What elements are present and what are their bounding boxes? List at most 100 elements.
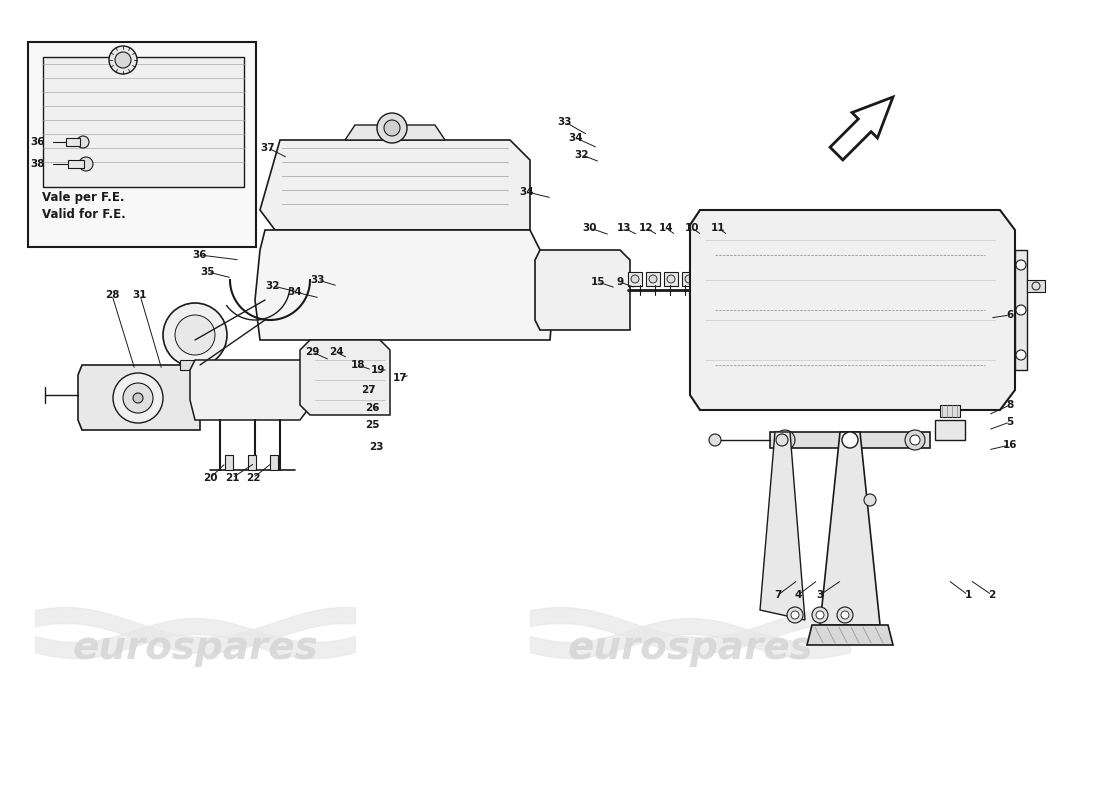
Text: 10: 10 <box>684 223 700 233</box>
Circle shape <box>1016 350 1026 360</box>
Circle shape <box>667 275 675 283</box>
Text: 34: 34 <box>569 133 583 143</box>
Circle shape <box>79 157 94 171</box>
Circle shape <box>910 435 920 445</box>
Bar <box>935 420 965 440</box>
Circle shape <box>113 373 163 423</box>
Circle shape <box>837 607 852 623</box>
Bar <box>270 455 278 470</box>
Circle shape <box>123 383 153 413</box>
Text: 14: 14 <box>659 223 673 233</box>
Polygon shape <box>255 230 556 340</box>
Text: 17: 17 <box>393 373 407 383</box>
Circle shape <box>163 303 227 367</box>
Text: 1: 1 <box>965 590 971 600</box>
Circle shape <box>791 611 799 619</box>
Bar <box>1015 250 1027 370</box>
Text: 37: 37 <box>261 143 275 153</box>
Text: 4: 4 <box>794 590 802 600</box>
Bar <box>940 405 960 417</box>
Text: 19: 19 <box>371 365 385 375</box>
Text: 13: 13 <box>617 223 631 233</box>
Circle shape <box>842 611 849 619</box>
Text: 29: 29 <box>305 347 319 357</box>
Text: 5: 5 <box>1006 417 1013 427</box>
Circle shape <box>812 607 828 623</box>
Text: 31: 31 <box>133 290 147 300</box>
Bar <box>770 432 930 448</box>
Bar <box>68 160 84 168</box>
Text: 38: 38 <box>31 159 45 169</box>
Circle shape <box>133 393 143 403</box>
Text: 3: 3 <box>816 590 824 600</box>
Circle shape <box>710 434 720 446</box>
Circle shape <box>377 113 407 143</box>
Circle shape <box>776 430 795 450</box>
Text: 27: 27 <box>361 385 375 395</box>
Polygon shape <box>807 625 893 645</box>
Text: 8: 8 <box>1006 400 1013 410</box>
Text: 15: 15 <box>591 277 605 287</box>
Text: Valid for F.E.: Valid for F.E. <box>42 209 125 222</box>
Circle shape <box>109 46 138 74</box>
Text: 33: 33 <box>558 117 572 127</box>
Circle shape <box>864 494 876 506</box>
Circle shape <box>1016 305 1026 315</box>
Text: 36: 36 <box>31 137 45 147</box>
Polygon shape <box>535 250 630 330</box>
Text: eurospares: eurospares <box>568 629 813 667</box>
Circle shape <box>631 275 639 283</box>
Text: 35: 35 <box>200 267 216 277</box>
Text: 34: 34 <box>519 187 535 197</box>
Text: 32: 32 <box>266 281 280 291</box>
Text: 12: 12 <box>639 223 653 233</box>
Circle shape <box>776 434 788 446</box>
Bar <box>1027 280 1045 292</box>
Text: 30: 30 <box>583 223 597 233</box>
Bar <box>700 272 714 286</box>
Polygon shape <box>300 340 390 415</box>
Bar <box>66 138 80 146</box>
Circle shape <box>384 120 400 136</box>
Text: 26: 26 <box>365 403 380 413</box>
Bar <box>28 42 256 247</box>
Text: eurospares: eurospares <box>73 629 318 667</box>
Bar <box>248 455 256 470</box>
Circle shape <box>703 275 711 283</box>
Polygon shape <box>690 210 1015 410</box>
Circle shape <box>175 315 214 355</box>
Circle shape <box>77 136 89 148</box>
Text: 9: 9 <box>616 277 624 287</box>
Circle shape <box>842 432 858 448</box>
Text: 33: 33 <box>310 275 326 285</box>
Circle shape <box>1016 260 1026 270</box>
Polygon shape <box>345 125 446 140</box>
Bar <box>628 272 642 286</box>
Text: 18: 18 <box>351 360 365 370</box>
Polygon shape <box>43 57 244 187</box>
Text: 21: 21 <box>224 473 240 483</box>
Text: 6: 6 <box>1006 310 1013 320</box>
Bar <box>180 360 210 370</box>
Circle shape <box>905 430 925 450</box>
Text: 22: 22 <box>245 473 261 483</box>
Text: 2: 2 <box>989 590 996 600</box>
Text: 16: 16 <box>1003 440 1018 450</box>
Text: 7: 7 <box>774 590 782 600</box>
Circle shape <box>816 611 824 619</box>
Text: 34: 34 <box>288 287 302 297</box>
Text: Vale per F.E.: Vale per F.E. <box>42 191 124 205</box>
Text: 20: 20 <box>202 473 218 483</box>
Text: 23: 23 <box>368 442 383 452</box>
Circle shape <box>685 275 693 283</box>
Circle shape <box>786 607 803 623</box>
Polygon shape <box>830 97 893 160</box>
Circle shape <box>649 275 657 283</box>
Bar <box>646 272 660 286</box>
Text: 11: 11 <box>711 223 725 233</box>
Polygon shape <box>820 432 880 625</box>
Bar <box>664 272 678 286</box>
Bar <box>682 272 696 286</box>
Text: 24: 24 <box>329 347 343 357</box>
Text: 28: 28 <box>104 290 119 300</box>
